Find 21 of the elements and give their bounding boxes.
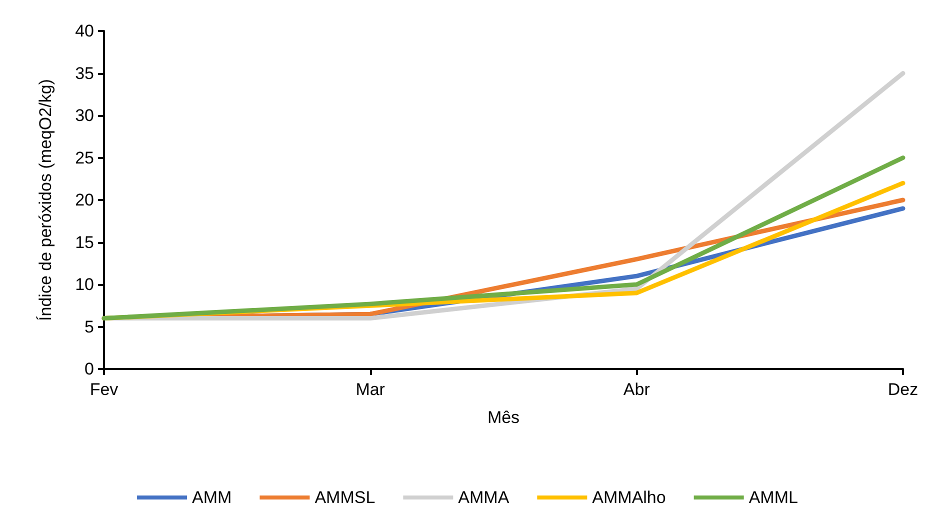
x-tick-label: Abr xyxy=(623,380,650,399)
legend-label: AMM xyxy=(192,488,232,507)
x-tick-label: Mar xyxy=(356,380,386,399)
y-tick-label: 20 xyxy=(75,190,94,210)
y-axis-title: Índice de peróxidos (meqO2/kg) xyxy=(36,79,55,321)
y-tick-label: 10 xyxy=(75,275,94,294)
legend-label: AMMSL xyxy=(314,488,376,507)
legend-label: AMML xyxy=(748,488,798,507)
x-axis-title: Mês xyxy=(487,408,520,427)
line-series xyxy=(102,156,906,321)
y-tick-label: 30 xyxy=(75,106,94,125)
legend-label: AMMAlho xyxy=(592,488,666,507)
legend-label: AMMA xyxy=(458,488,510,507)
x-tick-label: Fev xyxy=(90,380,119,399)
y-tick-label: 5 xyxy=(84,317,94,336)
y-tick-label: 0 xyxy=(84,360,94,378)
y-tick-label: 15 xyxy=(75,232,94,252)
y-tick-label: 40 xyxy=(75,22,94,40)
y-tick-label: 25 xyxy=(75,148,94,168)
y-tick-label: 35 xyxy=(75,64,94,83)
x-tick-label: Dez xyxy=(888,380,918,399)
